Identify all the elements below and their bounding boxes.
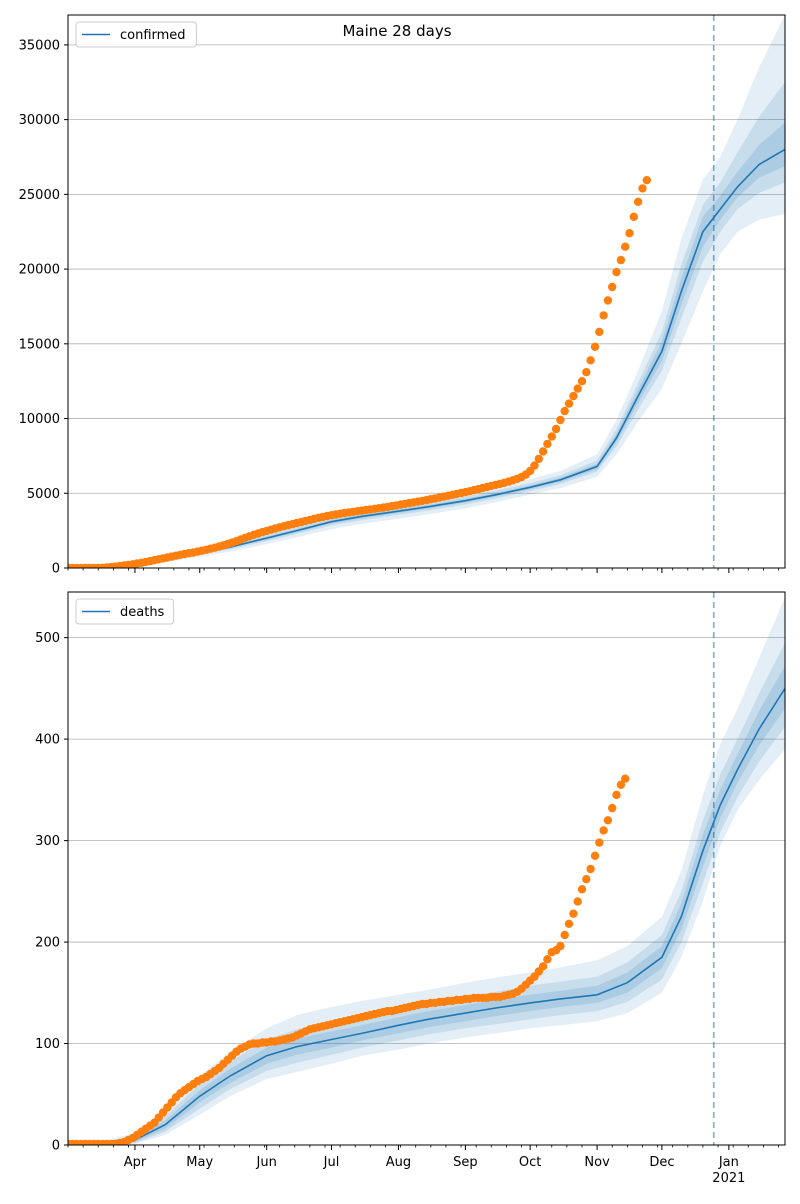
deaths-ytick-label: 100: [35, 1037, 60, 1052]
confirmed-plot-area: [68, 15, 785, 568]
confirmed-ytick-label: 35000: [19, 38, 60, 53]
confirmed-observed-point: [590, 342, 600, 351]
deaths-observed-point: [569, 909, 578, 918]
confirmed-legend: confirmed: [75, 21, 197, 48]
confirmed-observed-point: [599, 311, 608, 320]
confirmed-observed-point: [625, 229, 634, 238]
confirmed-observed-point: [616, 255, 626, 265]
confirmed-observed-point: [543, 439, 552, 449]
confirmed-observed-point: [564, 399, 574, 408]
deaths-ytick-label: 300: [35, 834, 60, 849]
deaths-legend-label: deaths: [120, 605, 165, 620]
deaths-observed-point: [556, 941, 565, 951]
deaths-observed-point: [573, 897, 582, 906]
deaths-month-label: Aug: [386, 1155, 411, 1170]
confirmed-observed-point: [582, 368, 591, 377]
deaths-observed-point: [608, 803, 617, 813]
deaths-credible-band-1: [68, 597, 785, 1145]
deaths-month-label: Jun: [256, 1155, 277, 1170]
deaths-month-label: Sep: [453, 1155, 478, 1170]
confirmed-observed-point: [530, 461, 539, 470]
deaths-observed-point: [560, 930, 569, 940]
deaths-month-label: Apr: [124, 1155, 147, 1170]
deaths-observed-point: [595, 838, 604, 847]
confirmed-observed-point: [603, 296, 613, 305]
deaths-observed-point: [603, 816, 613, 825]
confirmed-legend-label: confirmed: [120, 28, 186, 43]
deaths-observed-point: [577, 885, 587, 894]
deaths-month-label: Jan: [718, 1155, 739, 1170]
confirmed-observed-point: [642, 176, 651, 185]
confirmed-observed-point: [633, 197, 643, 206]
deaths-observed-point: [616, 780, 626, 789]
confirmed-ytick-label: 30000: [19, 113, 60, 128]
deaths-month-label: Dec: [649, 1155, 674, 1170]
deaths-month-label: Jul: [323, 1155, 340, 1170]
deaths-legend-box: [75, 598, 175, 625]
confirmed-credible-band-3: [68, 122, 785, 567]
deaths-observed-point: [599, 826, 608, 835]
confirmed-observed-point: [577, 377, 587, 386]
deaths-observed-point: [582, 875, 591, 884]
deaths-observed-point: [590, 851, 600, 860]
deaths-ytick-label: 0: [52, 1139, 60, 1154]
confirmed-observed-point: [573, 384, 582, 393]
confirmed-observed-point: [638, 184, 647, 193]
confirmed-ytick-label: 25000: [19, 188, 60, 203]
confirmed-observed-point: [556, 415, 565, 425]
deaths-observed-point: [538, 962, 548, 971]
deaths-observed-point: [612, 790, 621, 800]
confirmed-observed-point: [608, 282, 617, 292]
deaths-observed-point: [543, 955, 552, 964]
confirmed-panel: 0 5000 10000 15000 20000 25000 30000 35000 confi…: [19, 14, 786, 577]
deaths-month-label: Oct: [519, 1155, 541, 1170]
deaths-panel: 0 100 200 300 400 500 Apr May Jun Jul Aug Sep Oct Nov…: [35, 591, 786, 1186]
deaths-month-label: Nov: [584, 1155, 610, 1170]
confirmed-ytick-label: 15000: [19, 337, 60, 352]
deaths-year-label: 2021: [712, 1171, 745, 1186]
confirmed-ytick-label: 5000: [27, 487, 60, 502]
deaths-observed-point: [564, 919, 574, 928]
confirmed-observed-point: [629, 212, 638, 221]
deaths-ytick-label: 500: [35, 631, 60, 646]
confirmed-observed-point: [586, 356, 595, 365]
confirmed-observed-point: [569, 391, 578, 401]
confirmed-ytick-label: 10000: [19, 412, 60, 427]
deaths-month-label: May: [186, 1155, 213, 1170]
confirmed-ytick-label: 20000: [19, 263, 60, 278]
deaths-model-line: [68, 687, 785, 1144]
confirmed-observed-point: [551, 424, 561, 434]
deaths-plot-area: [68, 597, 785, 1145]
figure-title: Maine 28 days: [342, 22, 451, 40]
confirmed-observed-point: [560, 406, 569, 416]
confirmed-observed-point: [538, 447, 548, 456]
deaths-observed-point: [621, 774, 630, 783]
confirmed-axes-frame: [67, 14, 786, 569]
confirmed-observed-point: [534, 454, 543, 464]
deaths-axes-frame: [67, 591, 786, 1146]
confirmed-observed-point: [612, 267, 621, 277]
confirmed-observed-point: [547, 432, 556, 441]
deaths-ytick-label: 200: [35, 936, 60, 951]
deaths-observed-point: [586, 864, 595, 874]
deaths-ytick-label: 400: [35, 733, 60, 748]
confirmed-legend-box: [75, 21, 197, 48]
confirmed-ytick-label: 0: [52, 562, 60, 577]
deaths-legend: deaths: [75, 598, 175, 625]
confirmed-observed-point: [621, 242, 630, 251]
confirmed-observed-point: [595, 327, 604, 337]
